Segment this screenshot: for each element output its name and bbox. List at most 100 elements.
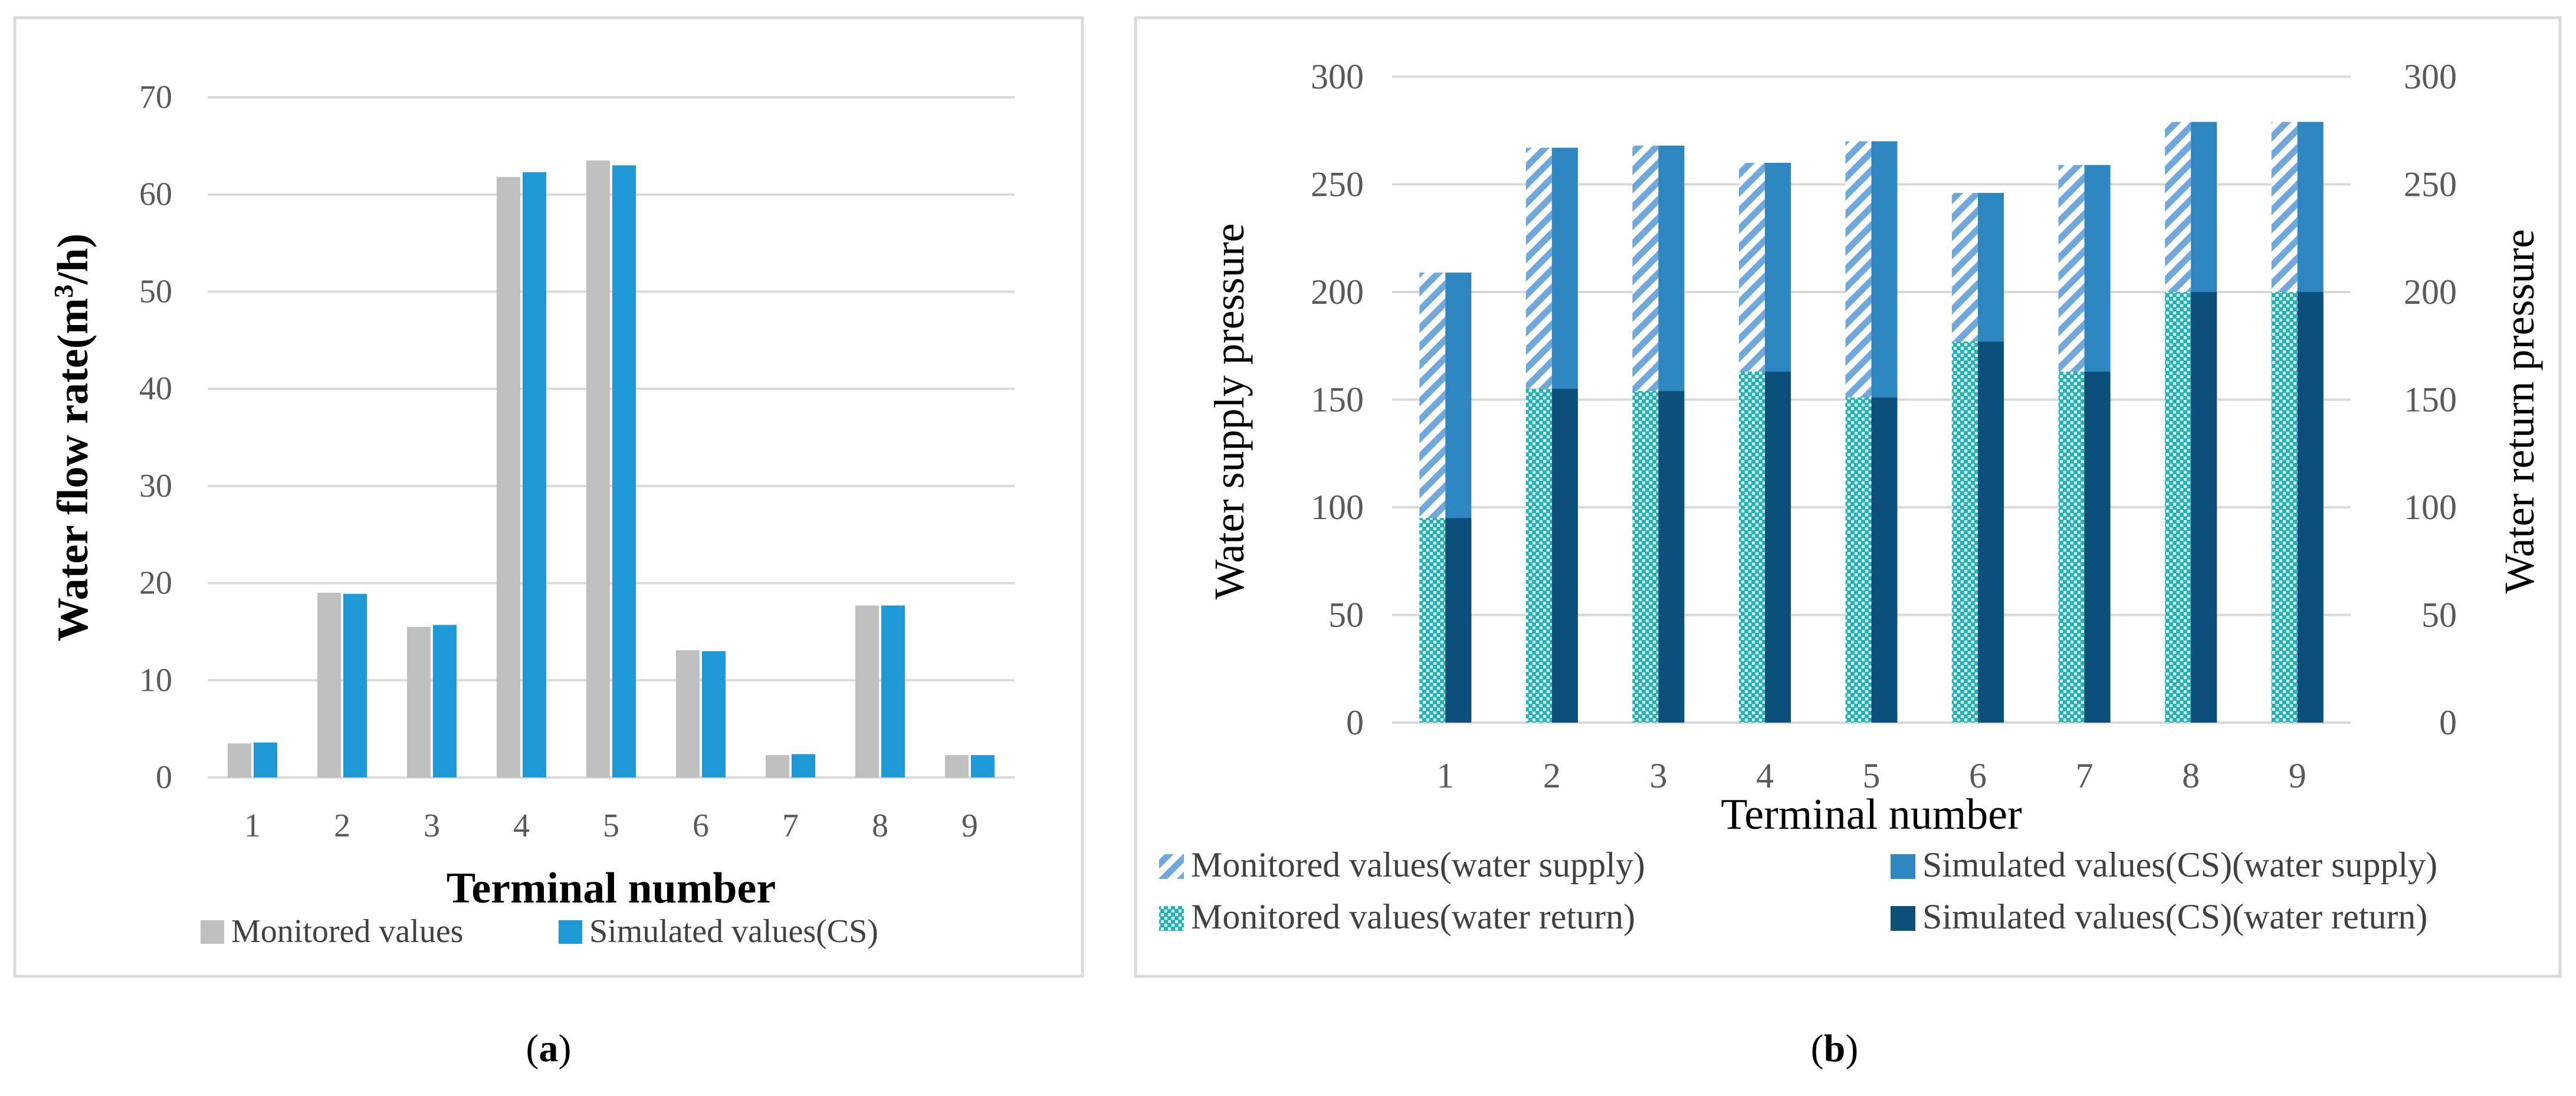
panel-label-b-close: )	[1845, 1027, 1859, 1070]
legend-b-swatch-0	[1159, 854, 1184, 879]
bar-b-monitored-return-8	[2165, 292, 2191, 723]
panel-label-a-letter: a	[539, 1027, 559, 1070]
bar-b-monitored-return-4	[1738, 372, 1765, 723]
x-tick-a-6: 6	[693, 808, 709, 844]
legend-a-swatch-1	[559, 920, 582, 944]
bar-a-monitored-6	[676, 650, 700, 777]
legend-b-label-0: Monitored values(water supply)	[1191, 845, 1645, 884]
y-axis-title-a: Water flow rate(m3/h)	[48, 234, 98, 642]
bar-b-simulated-return-9	[2297, 292, 2324, 723]
panel-a-frame	[13, 16, 1084, 978]
bar-b-monitored-return-9	[2271, 292, 2298, 723]
bar-b-monitored-return-1	[1419, 518, 1446, 723]
y-axis-title-a-main: Water flow rate(m	[49, 298, 97, 641]
bar-a-monitored-8	[855, 605, 879, 777]
y-tick-left-b-150: 150	[1311, 380, 1364, 419]
x-axis-title-b: Terminal number	[1721, 790, 2022, 839]
x-tick-a-7: 7	[782, 808, 799, 844]
bar-b-monitored-return-3	[1632, 391, 1659, 723]
x-tick-a-2: 2	[334, 808, 350, 844]
y-axis-title-a-sup: 3	[48, 284, 78, 298]
legend-b-swatch-3	[1891, 906, 1915, 931]
panel-label-b: (b)	[1776, 1026, 1894, 1071]
panel-label-a-open: (	[526, 1027, 539, 1070]
x-tick-a-8: 8	[872, 808, 888, 844]
y-tick-a-40: 40	[139, 370, 172, 407]
y-axis-title-left-b: Water supply pressure	[1206, 223, 1253, 599]
y-tick-a-50: 50	[139, 273, 172, 310]
x-tick-b-2: 2	[1543, 756, 1561, 795]
y-axis-title-a-tail: /h)	[49, 234, 97, 285]
x-tick-b-9: 9	[2289, 756, 2306, 795]
bar-b-monitored-return-6	[1952, 341, 1978, 723]
x-tick-b-8: 8	[2182, 756, 2200, 795]
panel-label-b-letter: b	[1823, 1027, 1846, 1070]
y-tick-left-b-200: 200	[1311, 273, 1364, 311]
panel-label-a-close: )	[558, 1027, 572, 1070]
legend-a-swatch-0	[201, 920, 224, 944]
legend-b-swatch-2	[1159, 906, 1184, 931]
bar-a-monitored-5	[586, 160, 610, 777]
y-tick-left-b-300: 300	[1311, 57, 1364, 96]
bar-a-monitored-1	[228, 743, 251, 777]
x-tick-a-5: 5	[603, 808, 619, 844]
bar-a-simulated-9	[971, 755, 995, 777]
bar-a-monitored-4	[497, 177, 520, 778]
bar-a-simulated-6	[702, 651, 726, 777]
y-tick-a-30: 30	[139, 468, 172, 504]
x-tick-a-4: 4	[513, 808, 530, 844]
y-tick-right-b-0: 0	[2439, 703, 2457, 742]
bar-a-simulated-7	[792, 754, 815, 777]
x-tick-a-9: 9	[962, 808, 978, 844]
y-tick-right-b-300: 300	[2404, 57, 2457, 96]
bar-a-simulated-5	[612, 165, 636, 777]
legend-a-label-0: Monitored values	[231, 913, 463, 950]
x-tick-a-1: 1	[244, 808, 261, 844]
x-axis-title-a: Terminal number	[447, 864, 776, 913]
y-tick-left-b-50: 50	[1328, 596, 1364, 635]
bar-b-simulated-return-6	[1978, 341, 2004, 723]
x-tick-a-3: 3	[424, 808, 440, 844]
x-tick-b-1: 1	[1436, 756, 1454, 795]
y-tick-a-60: 60	[139, 176, 172, 213]
bar-a-simulated-2	[343, 593, 367, 777]
bar-b-simulated-return-2	[1551, 389, 1578, 723]
legend-a-label-1: Simulated values(CS)	[589, 913, 878, 950]
y-tick-a-10: 10	[139, 662, 172, 698]
x-tick-b-5: 5	[1863, 756, 1881, 795]
x-tick-b-6: 6	[1969, 756, 1987, 795]
bar-b-simulated-return-4	[1764, 372, 1791, 723]
bar-a-monitored-3	[407, 626, 431, 777]
y-tick-left-b-100: 100	[1311, 488, 1364, 527]
y-tick-a-70: 70	[139, 79, 172, 116]
y-tick-right-b-250: 250	[2404, 165, 2457, 204]
bar-a-simulated-3	[433, 625, 457, 777]
y-axis-title-right-b: Water return pressure	[2496, 229, 2543, 594]
y-tick-right-b-200: 200	[2404, 273, 2457, 311]
y-tick-right-b-100: 100	[2404, 488, 2457, 527]
y-tick-a-20: 20	[139, 565, 172, 602]
bar-b-monitored-return-7	[2058, 372, 2085, 723]
bar-a-simulated-1	[254, 742, 277, 777]
bar-b-simulated-return-3	[1658, 391, 1685, 723]
x-tick-b-3: 3	[1649, 756, 1667, 795]
bar-a-monitored-2	[317, 593, 341, 777]
panel-label-a: (a)	[490, 1026, 608, 1071]
chart-b: 0 0 50 50 100 100 150 150 200 200 250 250 300 300 1 2 3 4…	[1159, 57, 2543, 936]
bar-b-monitored-return-5	[1845, 397, 1872, 723]
y-tick-right-b-150: 150	[2404, 380, 2457, 419]
bar-a-monitored-9	[945, 755, 969, 777]
y-tick-a-0: 0	[156, 759, 172, 796]
bar-b-simulated-return-7	[2084, 372, 2111, 723]
bar-b-simulated-return-5	[1871, 397, 1898, 723]
bar-b-simulated-return-1	[1445, 518, 1472, 723]
panel-label-b-open: (	[1810, 1027, 1824, 1070]
bar-b-simulated-return-8	[2191, 292, 2217, 723]
legend-b-label-3: Simulated values(CS)(water return)	[1922, 897, 2427, 936]
chart-a: 0 10 20 30 40 50 60 70 1 2 3 4 5 6 7 8 9 Terminal number W…	[48, 79, 1015, 950]
x-tick-b-7: 7	[2076, 756, 2093, 795]
x-tick-b-4: 4	[1756, 756, 1774, 795]
bar-a-simulated-4	[523, 172, 546, 778]
